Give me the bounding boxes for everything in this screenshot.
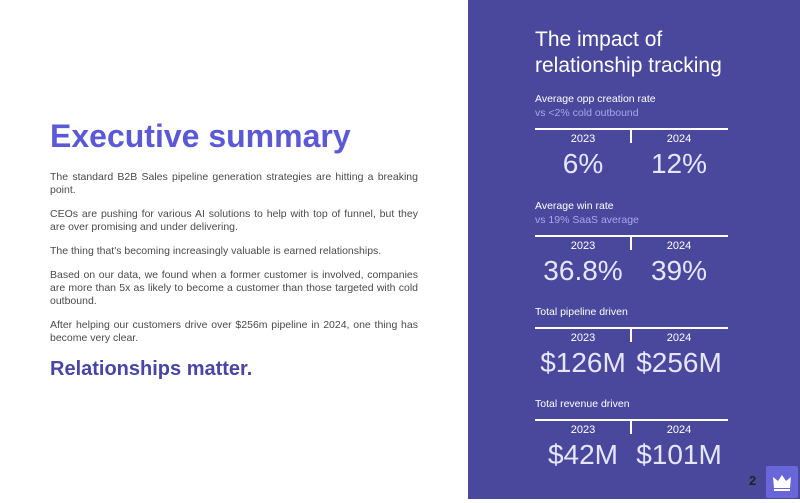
metric-label: Average opp creation rate [535, 93, 656, 105]
year-label: 2023 [570, 240, 596, 252]
page-number: 2 [749, 473, 757, 488]
body-text: The standard B2B Sales pipeline generati… [50, 171, 418, 356]
metric-value: $256M [636, 347, 722, 378]
paragraph: The thing that's becoming increasingly v… [50, 245, 382, 257]
year-label: 2023 [570, 133, 596, 145]
panel-title: The impact of relationship tracking [535, 28, 722, 77]
metric-value: $101M [636, 439, 722, 470]
year-label: 2024 [666, 240, 692, 252]
divider [630, 327, 632, 342]
year-label: 2023 [570, 332, 596, 344]
divider [630, 128, 632, 143]
divider [630, 419, 632, 434]
metric-value: 6% [562, 148, 604, 179]
paragraph: CEOs are pushing for various AI solution… [50, 208, 418, 233]
paragraph: After helping our customers drive over $… [50, 319, 418, 344]
year-label: 2024 [666, 133, 692, 145]
metric-label: Total revenue driven [535, 398, 630, 410]
logo [766, 466, 798, 498]
logo-icon [773, 475, 791, 491]
metric-label: Average win rate [535, 200, 614, 212]
metric-value: 36.8% [543, 255, 623, 286]
paragraph: The standard B2B Sales pipeline generati… [50, 171, 418, 196]
divider [630, 235, 632, 250]
metric-sublabel: vs 19% SaaS average [535, 214, 639, 226]
stats-panel [468, 0, 800, 499]
year-label: 2023 [570, 424, 596, 436]
metric-value: $126M [540, 347, 626, 378]
year-label: 2024 [666, 332, 692, 344]
metric-value: $42M [547, 439, 619, 470]
title: Executive summary [50, 118, 351, 154]
tagline: Relationships matter. [50, 358, 253, 380]
metric-label: Total pipeline driven [535, 306, 628, 318]
metric-sublabel: vs <2% cold outbound [535, 107, 639, 119]
paragraph: Based on our data, we found when a forme… [50, 269, 418, 307]
metric-value: 39% [650, 255, 708, 286]
metric-value: 12% [650, 148, 708, 179]
year-label: 2024 [666, 424, 692, 436]
